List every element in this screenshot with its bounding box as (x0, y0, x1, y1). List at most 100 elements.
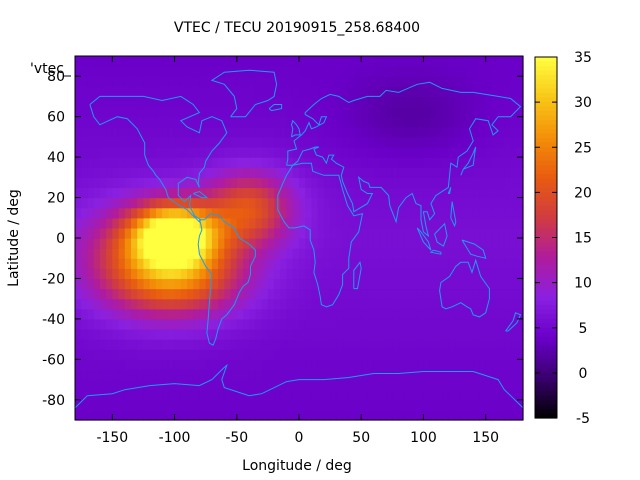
heatmap-cell (423, 288, 431, 300)
heatmap-cell (230, 96, 238, 108)
heatmap-cell (305, 379, 313, 391)
heatmap-cell (448, 116, 456, 128)
colorbar-segment (535, 111, 557, 117)
heatmap-cell (199, 157, 207, 168)
heatmap-cell (379, 96, 387, 108)
heatmap-cell (193, 268, 201, 280)
heatmap-cell (180, 248, 188, 259)
heatmap-cell (87, 278, 95, 290)
heatmap-cell (224, 76, 232, 87)
heatmap-cell (311, 238, 319, 249)
heatmap-cell (137, 268, 145, 280)
heatmap-cell (224, 238, 232, 249)
heatmap-cell (205, 187, 213, 199)
heatmap-cell (230, 197, 238, 209)
heatmap-cell (361, 379, 369, 391)
heatmap-cell (442, 86, 449, 98)
heatmap-cell (485, 238, 493, 249)
heatmap-cell (491, 349, 499, 360)
heatmap-cell (93, 268, 101, 280)
heatmap-cell (330, 389, 337, 401)
heatmap-cell (131, 318, 138, 330)
heatmap-cell (99, 308, 107, 320)
heatmap-cell (491, 248, 499, 259)
heatmap-cell (460, 399, 468, 411)
heatmap-cell (373, 268, 381, 280)
heatmap-cell (467, 268, 474, 280)
heatmap-cell (299, 248, 306, 259)
heatmap-cell (330, 147, 337, 158)
heatmap-cell (473, 217, 481, 229)
heatmap-cell (342, 56, 350, 67)
heatmap-cell (143, 197, 151, 209)
heatmap-cell (479, 217, 487, 229)
heatmap-cell (131, 359, 138, 371)
heatmap-cell (411, 298, 418, 310)
heatmap-cell (417, 177, 425, 189)
heatmap-cell (211, 157, 219, 168)
heatmap-cell (218, 136, 225, 148)
colorbar-segment (535, 88, 557, 94)
heatmap-cell (417, 339, 425, 350)
heatmap-cell (311, 248, 319, 259)
heatmap-cell (404, 399, 412, 411)
heatmap-cell (99, 106, 107, 118)
heatmap-cell (99, 157, 107, 168)
colorbar-segment (535, 332, 557, 338)
heatmap-cell (429, 278, 437, 290)
heatmap-cell (180, 298, 188, 310)
heatmap-cell (162, 258, 169, 269)
heatmap-cell (174, 308, 182, 320)
heatmap-cell (305, 86, 313, 98)
heatmap-cell (348, 76, 356, 87)
heatmap-cell (224, 288, 232, 300)
heatmap-cell (498, 227, 505, 239)
y-axis-label: Latitude / deg (6, 189, 22, 287)
heatmap-cell (99, 207, 107, 219)
heatmap-cell (516, 339, 524, 350)
heatmap-cell (348, 238, 356, 249)
heatmap-cell (348, 349, 356, 360)
heatmap-cell (398, 116, 406, 128)
heatmap-cell (149, 258, 157, 269)
heatmap-cell (435, 227, 443, 239)
heatmap-cell (386, 379, 393, 391)
heatmap-cell (286, 268, 294, 280)
heatmap-cell (411, 278, 418, 290)
heatmap-cell (230, 157, 238, 168)
heatmap-cell (355, 349, 362, 360)
heatmap-cell (112, 76, 120, 87)
heatmap-cell (485, 126, 493, 138)
heatmap-cell (404, 379, 412, 391)
heatmap-cell (460, 96, 468, 108)
coastline (290, 119, 301, 138)
heatmap-cell (249, 86, 257, 98)
heatmap-cell (510, 268, 518, 280)
heatmap-cell (367, 167, 375, 178)
heatmap-cell (454, 369, 462, 381)
heatmap-cell (75, 268, 82, 280)
heatmap-cell (112, 298, 120, 310)
heatmap-cell (504, 278, 512, 290)
colorbar-segment (535, 57, 557, 63)
heatmap-cell (106, 76, 113, 87)
heatmap-cell (280, 369, 288, 381)
heatmap-cell (367, 318, 375, 330)
heatmap-cell (267, 76, 275, 87)
heatmap-cell (267, 238, 275, 249)
heatmap-cell (149, 76, 157, 87)
heatmap-cell (218, 369, 225, 381)
y-tick-label: 60 (47, 110, 65, 126)
heatmap-cell (348, 147, 356, 158)
heatmap-cell (205, 248, 213, 259)
heatmap-cell (448, 177, 456, 189)
heatmap-cell (162, 329, 169, 340)
heatmap-cell (404, 248, 412, 259)
heatmap-cell (317, 339, 325, 350)
heatmap-cell (305, 339, 313, 350)
heatmap-cell (292, 147, 300, 158)
colorbar-segment (535, 210, 557, 216)
heatmap-cell (106, 197, 113, 209)
heatmap-cell (454, 409, 462, 421)
heatmap-cell (261, 238, 269, 249)
